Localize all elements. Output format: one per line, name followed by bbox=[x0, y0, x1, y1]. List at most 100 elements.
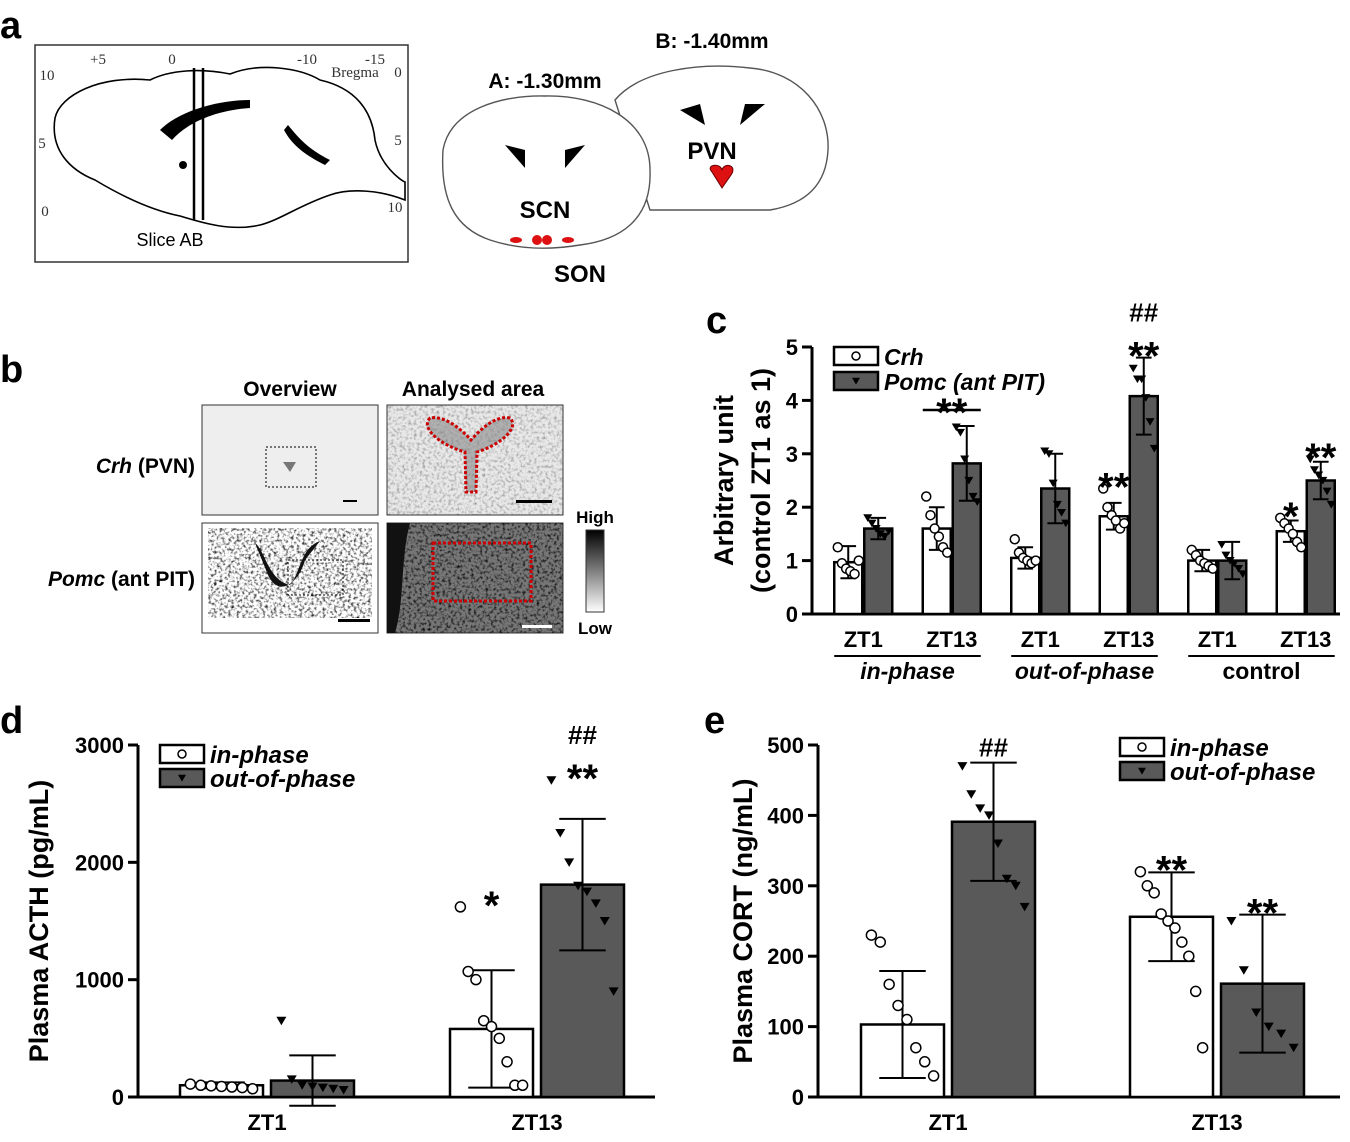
data-point bbox=[1030, 555, 1041, 566]
legend-label: in-phase bbox=[210, 742, 309, 769]
data-point bbox=[883, 978, 895, 991]
x-tick-label: ZT1 bbox=[1198, 627, 1237, 652]
data-point bbox=[1169, 922, 1181, 934]
data-point bbox=[1134, 865, 1147, 878]
ventricle bbox=[505, 145, 585, 168]
data-point bbox=[1019, 902, 1030, 912]
data-point bbox=[1318, 476, 1328, 485]
data-point bbox=[1251, 1008, 1262, 1018]
panel-b: b Overview Analysed area Crh (PVN) Pomc … bbox=[0, 349, 614, 638]
data-point bbox=[1010, 881, 1021, 891]
coronal-section-b bbox=[614, 65, 829, 211]
significance: ## bbox=[568, 720, 597, 750]
region: (ant PIT) bbox=[111, 568, 195, 591]
data-point bbox=[1176, 936, 1188, 948]
data-point bbox=[1162, 915, 1174, 927]
data-point bbox=[972, 498, 982, 506]
data-point bbox=[1238, 966, 1249, 975]
data-point bbox=[328, 1084, 339, 1094]
scale-high: High bbox=[576, 508, 614, 527]
x-tick-label: ZT13 bbox=[1103, 627, 1154, 652]
data-point bbox=[1044, 450, 1054, 458]
right-tick: 0 bbox=[394, 65, 402, 81]
group-label: out-of-phase bbox=[1015, 658, 1154, 684]
data-point bbox=[880, 532, 890, 541]
panel-label: c bbox=[706, 300, 727, 342]
data-point bbox=[1229, 559, 1239, 568]
y-tick-label: 0 bbox=[792, 1085, 804, 1110]
gene: Pomc bbox=[48, 568, 106, 591]
data-point bbox=[849, 568, 860, 580]
x-tick-label: ZT13 bbox=[1280, 627, 1331, 652]
data-point bbox=[462, 965, 474, 978]
data-point bbox=[546, 776, 557, 785]
data-point bbox=[205, 1080, 217, 1092]
data-point bbox=[1141, 880, 1154, 892]
legend-marker bbox=[178, 774, 186, 782]
legend-label: out-of-phase bbox=[1170, 759, 1315, 786]
gene: Crh bbox=[96, 455, 132, 478]
data-point bbox=[297, 1081, 308, 1090]
data-point bbox=[1183, 950, 1195, 962]
legend-label: out-of-phase bbox=[210, 766, 355, 793]
legend-marker bbox=[851, 351, 861, 361]
x-tick-label: ZT13 bbox=[1191, 1110, 1242, 1135]
y-tick-label: 1 bbox=[786, 549, 798, 574]
right-tick: 5 bbox=[394, 133, 402, 149]
panel-label: e bbox=[704, 700, 725, 742]
x-tick-label: ZT1 bbox=[1021, 627, 1060, 652]
left-tick: 10 bbox=[40, 68, 55, 84]
significance: ** bbox=[567, 757, 599, 801]
data-point bbox=[918, 1056, 931, 1068]
significance: ## bbox=[979, 733, 1008, 763]
significance: * bbox=[484, 884, 500, 928]
y-tick-label: 0 bbox=[112, 1085, 124, 1110]
group-label: in-phase bbox=[860, 658, 955, 684]
data-point bbox=[608, 987, 619, 996]
roi-box bbox=[265, 446, 317, 488]
bregma-label: Bregma bbox=[331, 65, 379, 81]
data-point bbox=[516, 1079, 529, 1092]
data-point bbox=[1145, 418, 1155, 426]
left-tick: 5 bbox=[38, 136, 46, 152]
section-label: B: -1.40mm bbox=[655, 30, 768, 53]
scale-low: Low bbox=[578, 619, 613, 638]
significance: ** bbox=[1128, 335, 1160, 379]
region-label: SCN bbox=[520, 197, 571, 224]
data-point bbox=[964, 476, 974, 485]
data-point bbox=[1296, 542, 1307, 553]
data-point bbox=[933, 531, 945, 542]
ventricle bbox=[179, 161, 187, 169]
data-point bbox=[1226, 917, 1237, 926]
right-tick: 10 bbox=[388, 200, 403, 216]
data-point bbox=[1288, 1043, 1299, 1053]
significance: ## bbox=[1129, 298, 1158, 328]
significance: ** bbox=[1247, 892, 1279, 936]
scale-bar bbox=[522, 625, 552, 628]
panel-label: a bbox=[0, 5, 22, 47]
data-point bbox=[1207, 563, 1218, 574]
data-point bbox=[564, 858, 575, 867]
data-point bbox=[1305, 455, 1315, 464]
panel-label: b bbox=[0, 349, 23, 391]
data-point bbox=[246, 1083, 259, 1095]
region-label: PVN bbox=[687, 138, 736, 165]
legend-label: in-phase bbox=[1170, 735, 1269, 762]
legend-label: Crh bbox=[884, 344, 924, 370]
data-point bbox=[573, 881, 584, 891]
intensity-scale bbox=[585, 529, 605, 613]
legend-marker bbox=[1138, 767, 1146, 775]
x-tick-label: ZT13 bbox=[926, 627, 977, 652]
data-point bbox=[226, 1081, 238, 1093]
data-point bbox=[921, 491, 932, 502]
data-point bbox=[1221, 551, 1231, 560]
data-point bbox=[955, 428, 965, 437]
roi-outline bbox=[431, 541, 533, 603]
data-point bbox=[1102, 501, 1113, 513]
data-point bbox=[1238, 570, 1248, 578]
data-point bbox=[1057, 508, 1067, 517]
top-tick: -10 bbox=[297, 52, 317, 68]
data-point bbox=[477, 1014, 490, 1027]
data-point bbox=[992, 839, 1003, 849]
